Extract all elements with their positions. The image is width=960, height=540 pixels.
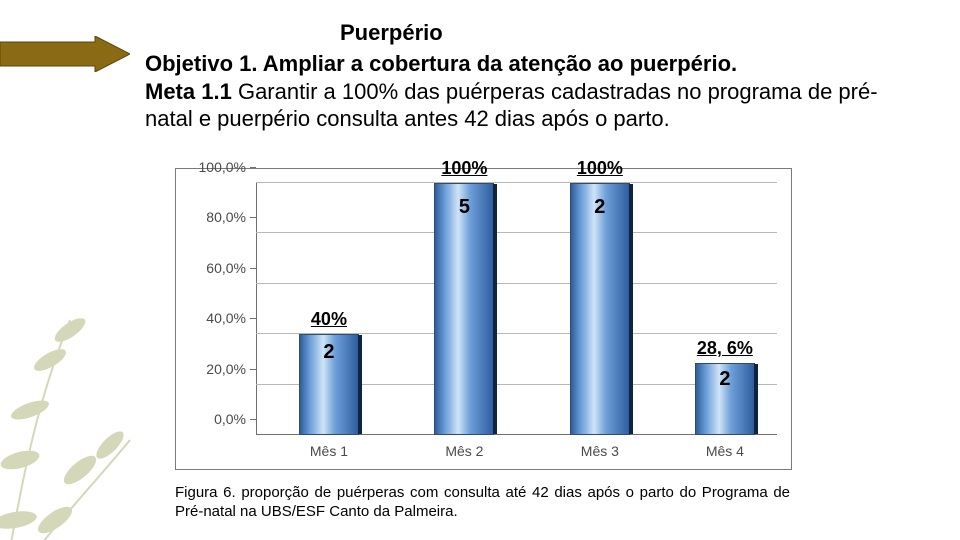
y-tick-label: 80,0% (206, 209, 256, 225)
section-title: Puerpério (340, 20, 915, 46)
y-tick-label: 20,0% (206, 361, 256, 377)
arrow-bullet-icon (0, 36, 130, 72)
y-tick-label: 100,0% (199, 159, 256, 175)
objective-label: Objetivo 1. (145, 51, 257, 76)
bar-count-label: 2 (719, 368, 730, 391)
bar-percent-label: 100% (441, 158, 487, 179)
y-tick-label: 0,0% (214, 411, 256, 427)
y-tick-label: 40,0% (206, 310, 256, 326)
bar-slot (434, 183, 494, 435)
bar-percent-label: 40% (311, 309, 347, 330)
x-tick-label: Mês 4 (706, 443, 744, 459)
text-block: Puerpério Objetivo 1. Ampliar a cobertur… (145, 20, 915, 133)
objective-line: Objetivo 1. Ampliar a cobertura da atenç… (145, 50, 915, 78)
bar-count-label: 2 (594, 196, 605, 219)
bar-percent-label: 28, 6% (697, 338, 753, 359)
bar-count-label: 5 (459, 196, 470, 219)
objective-text: Ampliar a cobertura da atenção ao puerpé… (263, 51, 737, 76)
bar-percent-label: 100% (577, 158, 623, 179)
figure-caption: Figura 6. proporção de puérperas com con… (175, 484, 790, 522)
bar-slot (570, 183, 630, 435)
plot-area: 0,0%20,0%40,0%60,0%80,0%100,0%Mês 140%2M… (256, 183, 777, 435)
x-tick-label: Mês 3 (581, 443, 619, 459)
bar (434, 183, 494, 435)
bar (570, 183, 630, 435)
y-axis (256, 183, 257, 435)
bar-chart: 0,0%20,0%40,0%60,0%80,0%100,0%Mês 140%2M… (175, 168, 792, 470)
bar-count-label: 2 (323, 341, 334, 364)
bar-slot (695, 183, 755, 435)
x-tick-label: Mês 1 (310, 443, 348, 459)
meta-label: Meta 1.1 (145, 79, 232, 104)
x-tick-label: Mês 2 (445, 443, 483, 459)
meta-text: Garantir a 100% das puérperas cadastrada… (145, 79, 878, 132)
y-tick-label: 60,0% (206, 260, 256, 276)
meta-line: Meta 1.1 Garantir a 100% das puérperas c… (145, 78, 915, 133)
